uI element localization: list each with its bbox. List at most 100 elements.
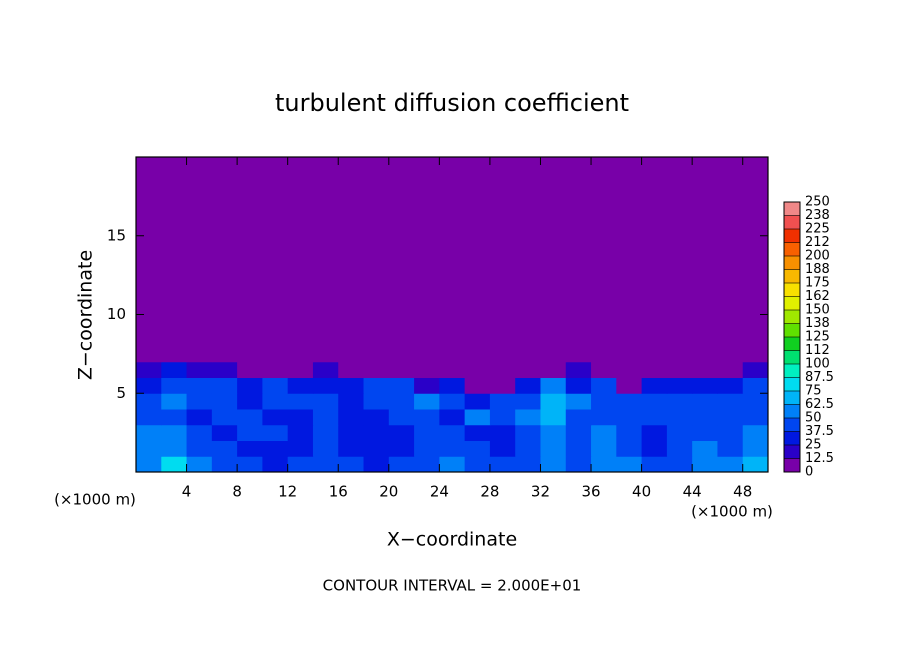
cell (616, 440, 643, 457)
colorbar-swatch (784, 323, 800, 337)
cell (237, 440, 263, 457)
cell (186, 440, 213, 457)
cell (237, 157, 263, 363)
colorbar-swatch (784, 337, 800, 351)
cell (186, 456, 213, 473)
colorbar-label: 62.5 (805, 397, 834, 412)
cell (414, 377, 440, 394)
cell (136, 456, 162, 473)
cell (262, 393, 289, 410)
colorbar-label: 162 (805, 289, 830, 304)
cell (641, 456, 668, 473)
cell (363, 424, 390, 441)
cell (464, 409, 491, 426)
cell (489, 440, 516, 457)
x-axis-label: X−coordinate (387, 529, 517, 551)
cell (742, 409, 769, 426)
cell (211, 456, 238, 473)
cell (338, 440, 365, 457)
cell (565, 409, 592, 426)
x-tick-label: 8 (232, 483, 242, 501)
cell (363, 157, 390, 363)
colorbar-swatch (784, 391, 800, 405)
cell (641, 393, 668, 410)
cell (616, 361, 643, 378)
cell (464, 157, 491, 363)
cell (515, 157, 541, 363)
colorbar-label: 37.5 (805, 424, 834, 439)
cell (439, 440, 466, 457)
cell (287, 409, 314, 426)
cell (641, 361, 668, 378)
cell (515, 424, 541, 441)
cell (641, 424, 668, 441)
cell (414, 157, 440, 363)
cell (540, 440, 567, 457)
cell (489, 424, 516, 441)
cell (489, 361, 516, 378)
cell (136, 409, 162, 426)
cell (287, 440, 314, 457)
cell (186, 157, 213, 363)
cell (540, 361, 567, 378)
cell (489, 157, 516, 363)
colorbar-label: 200 (805, 249, 830, 264)
x-tick-label: 28 (480, 483, 499, 501)
cell (161, 409, 188, 426)
cell (186, 424, 213, 441)
cell (262, 424, 289, 441)
cell (338, 409, 365, 426)
cell (388, 440, 415, 457)
cell (591, 424, 617, 441)
y-axis-label: Z−coordinate (75, 250, 97, 380)
colorbar-label: 50 (805, 411, 822, 426)
y-tick-label: 5 (116, 384, 126, 402)
cell (262, 409, 289, 426)
cell (515, 377, 541, 394)
cell (136, 361, 162, 378)
cell (540, 424, 567, 441)
colorbar-swatch (784, 283, 800, 297)
cell (414, 361, 440, 378)
cell (237, 424, 263, 441)
cell (287, 424, 314, 441)
x-tick-label: 36 (581, 483, 600, 501)
cell (388, 361, 415, 378)
cell (692, 456, 718, 473)
cell (591, 409, 617, 426)
cell (666, 440, 693, 457)
cell (666, 377, 693, 394)
cell (312, 393, 339, 410)
cell (312, 377, 339, 394)
colorbar-swatch (784, 458, 800, 472)
cell (641, 409, 668, 426)
cell (414, 424, 440, 441)
contour-note: CONTOUR INTERVAL = 2.000E+01 (323, 577, 582, 595)
cell (414, 456, 440, 473)
cell (591, 440, 617, 457)
cell (161, 440, 188, 457)
cell (591, 157, 617, 363)
x-tick-label: 16 (329, 483, 348, 501)
colorbar-swatch (784, 215, 800, 229)
cell (439, 393, 466, 410)
cell (742, 361, 769, 378)
colorbar-swatch (784, 418, 800, 432)
cell (742, 456, 769, 473)
cell (692, 440, 718, 457)
cell (464, 456, 491, 473)
cell (666, 157, 693, 363)
cell (666, 393, 693, 410)
cell (540, 377, 567, 394)
cell (692, 377, 718, 394)
cell (161, 361, 188, 378)
field (136, 157, 769, 473)
cell (692, 424, 718, 441)
colorbar-label: 225 (805, 222, 830, 237)
colorbar-label: 25 (805, 438, 822, 453)
cell (439, 361, 466, 378)
y-tick-label: 15 (107, 226, 126, 244)
cell (515, 393, 541, 410)
colorbar-label: 87.5 (805, 370, 834, 385)
